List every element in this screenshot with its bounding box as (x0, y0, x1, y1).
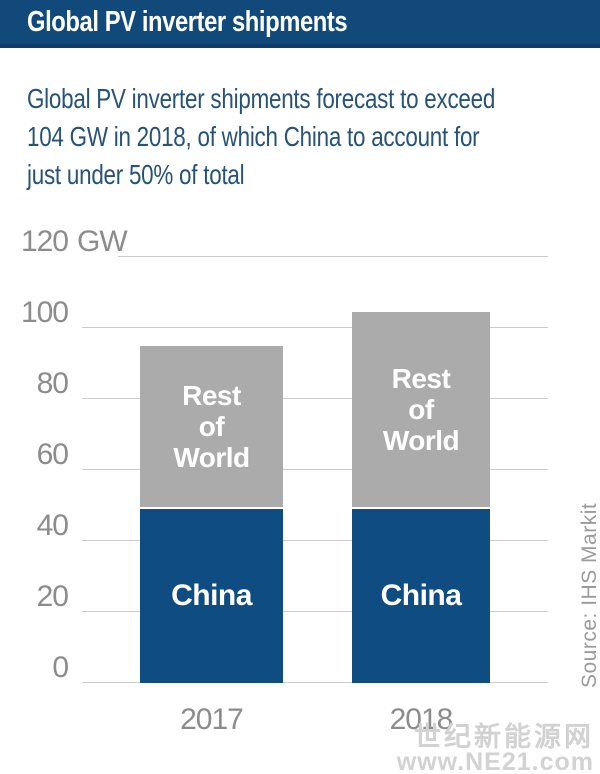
y-tick-value: 60 (36, 438, 69, 471)
gridline-60 (82, 469, 548, 470)
watermark-site-name: 世纪新能源网 (414, 722, 594, 752)
y-tick-value: 100 (20, 296, 69, 329)
gridline-40 (82, 540, 548, 541)
y-tick-20: 20 (0, 580, 69, 613)
y-tick-value: 80 (36, 367, 69, 400)
y-tick-value: 120 (20, 225, 69, 258)
x-tick-2018: 2018 (389, 703, 454, 736)
watermark: 世纪新能源网 www.NE21.com (397, 724, 594, 774)
y-tick-80: 80 (0, 367, 69, 400)
y-tick-0: 0 (0, 651, 69, 684)
y-tick-value: 40 (36, 509, 69, 542)
subtitle-line-1: Global PV inverter shipments forecast to… (27, 83, 496, 114)
bar-2017-rest-of-world-segment: Rest of World (140, 345, 283, 508)
y-tick-120: 120 GW (0, 225, 128, 258)
x-tick-2017: 2017 (180, 703, 244, 736)
subtitle-line-3: just under 50% of total (27, 159, 245, 190)
gridline-0 (82, 682, 548, 683)
bar-2018-rest-of-world-label: Rest of World (382, 363, 460, 457)
bar-2018-china-label: China (380, 579, 462, 613)
bar-2017-rest-of-world-label: Rest of World (173, 379, 250, 473)
header-bar: Global PV inverter shipments (0, 0, 600, 48)
bar-2018-rest-of-world-segment: Rest of World (352, 312, 490, 508)
bar-2017-china-label: China (171, 579, 252, 613)
watermark-url: www.NE21.com (396, 748, 594, 774)
gridline-120 (118, 256, 548, 257)
gridline-80 (82, 398, 548, 399)
subtitle-line-2: 104 GW in 2018, of which China to accoun… (27, 121, 480, 152)
y-tick-60: 60 (0, 438, 69, 471)
y-axis-unit: GW (77, 225, 128, 258)
source-credit: Source: IHS Markit (578, 502, 600, 688)
y-tick-value: 20 (36, 580, 69, 613)
bar-2017-china-segment: China (140, 509, 283, 683)
page-title: Global PV inverter shipments (27, 5, 348, 38)
y-tick-100: 100 (0, 296, 69, 329)
bar-2018-china-segment: China (352, 509, 490, 683)
y-tick-40: 40 (0, 509, 69, 542)
gridline-100 (82, 327, 548, 328)
y-tick-value: 0 (52, 651, 69, 684)
chart-subtitle: Global PV inverter shipments forecast to… (27, 80, 571, 194)
gridline-20 (82, 611, 548, 612)
